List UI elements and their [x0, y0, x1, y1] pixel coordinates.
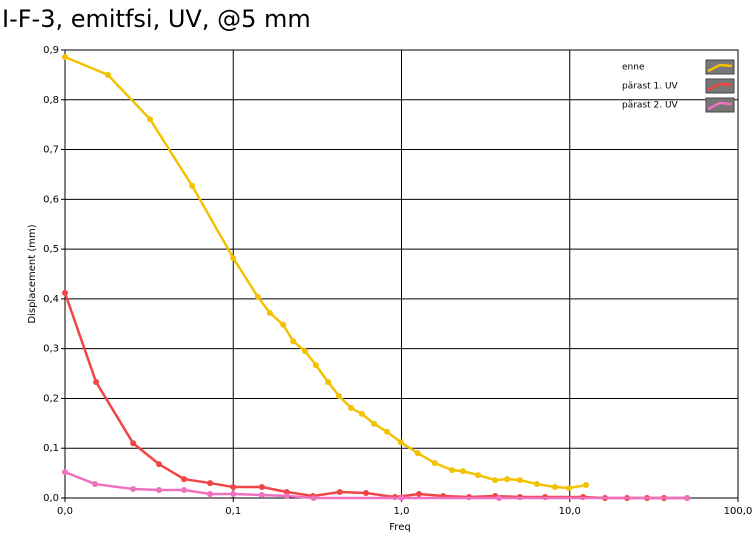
- legend-line: [707, 82, 733, 92]
- data-point: [310, 495, 317, 501]
- data-point: [93, 379, 100, 386]
- data-point: [302, 348, 309, 355]
- legend-label: enne: [622, 63, 645, 73]
- data-point: [325, 379, 332, 386]
- data-point: [146, 116, 153, 123]
- y-tick-label: 0,1: [43, 443, 59, 454]
- data-point: [280, 321, 287, 328]
- data-point: [189, 182, 196, 189]
- data-point: [397, 439, 404, 446]
- data-point: [290, 338, 297, 345]
- y-tick-label: 0,4: [43, 294, 59, 305]
- data-point: [371, 420, 378, 427]
- y-tick-label: 0,5: [43, 244, 59, 255]
- data-point: [207, 480, 214, 487]
- data-point: [533, 481, 540, 488]
- legend-swatch: [705, 97, 735, 113]
- data-point: [130, 486, 137, 493]
- x-tick-label: 10,0: [559, 506, 581, 517]
- legend-line: [707, 101, 733, 111]
- data-point: [62, 289, 68, 296]
- data-point: [358, 410, 365, 417]
- data-point: [583, 482, 590, 489]
- data-point: [496, 495, 503, 501]
- data-point: [312, 362, 319, 369]
- y-tick-label: 0,9: [43, 45, 59, 56]
- data-point: [230, 491, 237, 498]
- data-point: [415, 491, 422, 498]
- data-point: [62, 53, 68, 60]
- data-point: [362, 490, 369, 497]
- y-tick-label: 0,2: [43, 393, 59, 404]
- data-point: [335, 392, 342, 399]
- data-point: [207, 491, 214, 498]
- y-tick-label: 0,0: [43, 493, 59, 504]
- data-point: [449, 467, 456, 474]
- data-point: [431, 460, 438, 467]
- data-point: [181, 476, 188, 483]
- y-axis-label: Displacement (mm): [27, 224, 38, 323]
- x-axis-label: Freq: [389, 522, 410, 533]
- data-point: [383, 428, 390, 435]
- legend-swatch: [705, 78, 735, 94]
- data-point: [104, 71, 111, 78]
- data-point: [230, 255, 237, 262]
- data-point: [266, 309, 273, 316]
- data-point: [504, 476, 511, 483]
- data-point: [156, 487, 163, 494]
- data-point: [230, 484, 237, 491]
- data-point: [336, 489, 343, 496]
- y-tick-label: 0,8: [43, 95, 59, 106]
- x-tick-label: 0,0: [57, 506, 73, 517]
- data-point: [414, 450, 421, 457]
- x-tick-label: 0,1: [225, 506, 241, 517]
- legend-swatch: [705, 59, 735, 75]
- data-point: [258, 492, 265, 499]
- data-point: [92, 481, 99, 488]
- legend-label: pärast 1. UV: [622, 82, 679, 92]
- data-point: [684, 495, 691, 501]
- data-point: [566, 485, 573, 492]
- data-point: [181, 487, 188, 494]
- data-point: [398, 495, 405, 501]
- x-tick-label: 100,0: [724, 506, 753, 517]
- data-point: [130, 440, 137, 447]
- legend-label: pärast 2. UV: [622, 101, 679, 111]
- x-tick-label: 1,0: [394, 506, 410, 517]
- data-point: [258, 484, 265, 491]
- data-point: [516, 477, 523, 484]
- legend-line: [707, 63, 733, 73]
- data-point: [254, 293, 261, 300]
- y-tick-label: 0,3: [43, 344, 59, 355]
- data-point: [283, 493, 290, 500]
- y-tick-label: 0,6: [43, 194, 59, 205]
- data-point: [347, 404, 354, 411]
- data-point: [492, 477, 499, 484]
- data-point: [459, 468, 466, 475]
- data-point: [475, 472, 482, 479]
- data-point: [551, 484, 558, 491]
- data-point: [156, 461, 163, 468]
- data-point: [62, 469, 68, 476]
- chart-title: I-F-3, emitfsi, UV, @5 mm: [2, 5, 311, 33]
- y-tick-label: 0,7: [43, 145, 59, 156]
